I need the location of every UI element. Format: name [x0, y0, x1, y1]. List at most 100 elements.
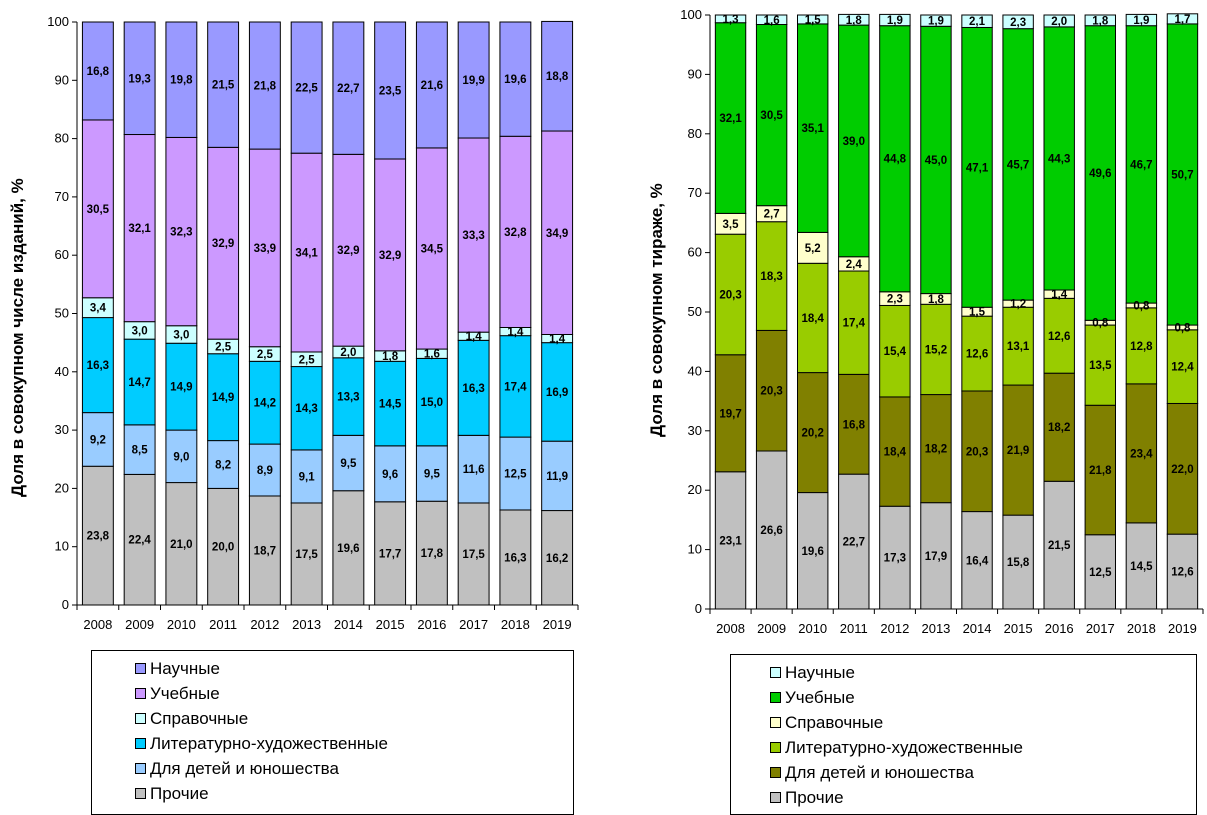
legend: Научные Учебные Справочные Литературно-худо…: [91, 650, 574, 815]
data-label: 20,3: [966, 446, 988, 458]
data-label: 12,4: [1171, 362, 1194, 374]
legend-swatch: [770, 717, 781, 728]
bar-segment: [541, 342, 574, 442]
y-tick-label: 90: [55, 72, 69, 87]
data-label: 30,5: [87, 204, 110, 216]
y-tick-label: 70: [55, 189, 69, 204]
bar-segment: [123, 21, 156, 136]
data-label: 3,4: [90, 303, 107, 315]
data-label: 1,4: [466, 331, 483, 343]
data-label: 15,8: [1007, 557, 1030, 569]
chart-panel-editions: 0 10 20 30 40 50 60 70 80 90 100 2008 2009 2010 2011 20…: [0, 0, 600, 815]
data-label: 12,6: [966, 349, 988, 361]
legend-swatch: [770, 792, 781, 803]
bar-segment: [374, 158, 407, 352]
chart-editions-plot: 0 10 20 30 40 50 60 70 80 90 100 2008 2009 2010 2011 20…: [47, 14, 579, 632]
data-label: 32,8: [504, 227, 527, 239]
legend: Научные Учебные Справочные Литературно-худо…: [730, 654, 1197, 815]
bar-segment: [290, 366, 323, 451]
legend-swatch: [770, 667, 781, 678]
data-label: 21,6: [421, 80, 443, 92]
data-label: 19,6: [504, 74, 526, 86]
data-label: 18,4: [802, 313, 825, 325]
y-tick-label: 60: [688, 245, 702, 260]
bar-segment: [332, 153, 365, 347]
x-tick-label: 2008: [716, 621, 745, 636]
x-tick-label: 2011: [840, 621, 868, 636]
legend-swatch: [135, 713, 146, 724]
data-label: 17,4: [843, 318, 866, 330]
bar-segment: [248, 21, 281, 150]
data-label: 33,9: [254, 243, 276, 255]
bar-segment: [920, 502, 952, 610]
data-label: 47,1: [966, 162, 989, 174]
data-label: 15,0: [421, 397, 443, 409]
data-label: 20,0: [212, 542, 234, 554]
x-tick-label: 2016: [417, 617, 446, 632]
bar-segment: [755, 329, 788, 452]
data-label: 19,9: [462, 75, 484, 87]
data-label: 30,5: [760, 110, 783, 122]
bar-segment: [81, 21, 114, 121]
data-label: 34,9: [546, 228, 568, 240]
data-label: 19,3: [128, 73, 150, 85]
data-label: 18,2: [925, 444, 947, 456]
bar-segment: [457, 434, 490, 504]
data-label: 2,0: [340, 347, 356, 359]
data-label: 1,6: [424, 349, 440, 361]
bar-segment: [123, 473, 156, 606]
x-tick-label: 2017: [1086, 621, 1115, 636]
bar-segment: [415, 357, 448, 447]
bar-segment: [1166, 329, 1199, 404]
bar-segment: [415, 445, 448, 502]
bar-segment: [1084, 534, 1116, 610]
data-label: 18,7: [254, 545, 276, 557]
legend-swatch: [135, 688, 146, 699]
data-label: 22,7: [337, 83, 359, 95]
data-label: 1,9: [928, 16, 944, 28]
data-label: 3,5: [723, 219, 740, 231]
data-label: 16,3: [504, 552, 526, 564]
bar-segment: [248, 360, 281, 445]
chart-circulation-plot: 0 10 20 30 40 50 60 70 80 90 100 2008 2009 2010 2011 20…: [680, 7, 1204, 636]
data-label: 14,2: [254, 398, 276, 410]
data-label: 33,3: [462, 230, 484, 242]
data-label: 16,4: [966, 555, 989, 567]
legend-swatch: [135, 663, 146, 674]
data-label: 23,4: [1130, 448, 1153, 460]
data-label: 2,7: [764, 209, 780, 221]
data-label: 14,3: [295, 403, 317, 415]
y-tick-label: 40: [688, 363, 702, 378]
bar-segment: [123, 134, 156, 323]
data-label: 22,4: [128, 535, 151, 547]
data-label: 1,9: [1133, 15, 1149, 27]
legend-swatch: [770, 692, 781, 703]
y-tick-label: 70: [688, 185, 702, 200]
bar-segment: [797, 14, 829, 25]
data-label: 45,7: [1007, 159, 1029, 171]
x-tick-label: 2014: [334, 617, 363, 632]
bar-segment: [1002, 384, 1034, 516]
data-label: 23,8: [87, 531, 110, 543]
bar-segment: [755, 450, 788, 610]
data-label: 0,8: [1133, 300, 1150, 312]
bar-segment: [879, 396, 911, 507]
data-label: 2,1: [969, 16, 986, 28]
bar-segment: [879, 25, 911, 293]
bar-segment: [81, 412, 114, 467]
legend-label: Учебные: [785, 688, 855, 707]
data-label: 1,7: [1174, 14, 1190, 26]
data-label: 1,5: [805, 14, 822, 26]
bar-segment: [961, 315, 993, 392]
bar-segment: [457, 339, 490, 436]
data-label: 21,5: [1048, 540, 1071, 552]
y-tick-label: 100: [47, 14, 69, 29]
legend-label: Научные: [150, 659, 220, 678]
legend-label: Прочие: [785, 788, 844, 807]
legend-label: Справочные: [150, 709, 249, 728]
x-tick-label: 2015: [1004, 621, 1033, 636]
x-tick-label: 2009: [125, 617, 154, 632]
data-label: 32,1: [128, 223, 151, 235]
data-label: 21,0: [170, 539, 192, 551]
y-tick-label: 60: [55, 247, 69, 262]
